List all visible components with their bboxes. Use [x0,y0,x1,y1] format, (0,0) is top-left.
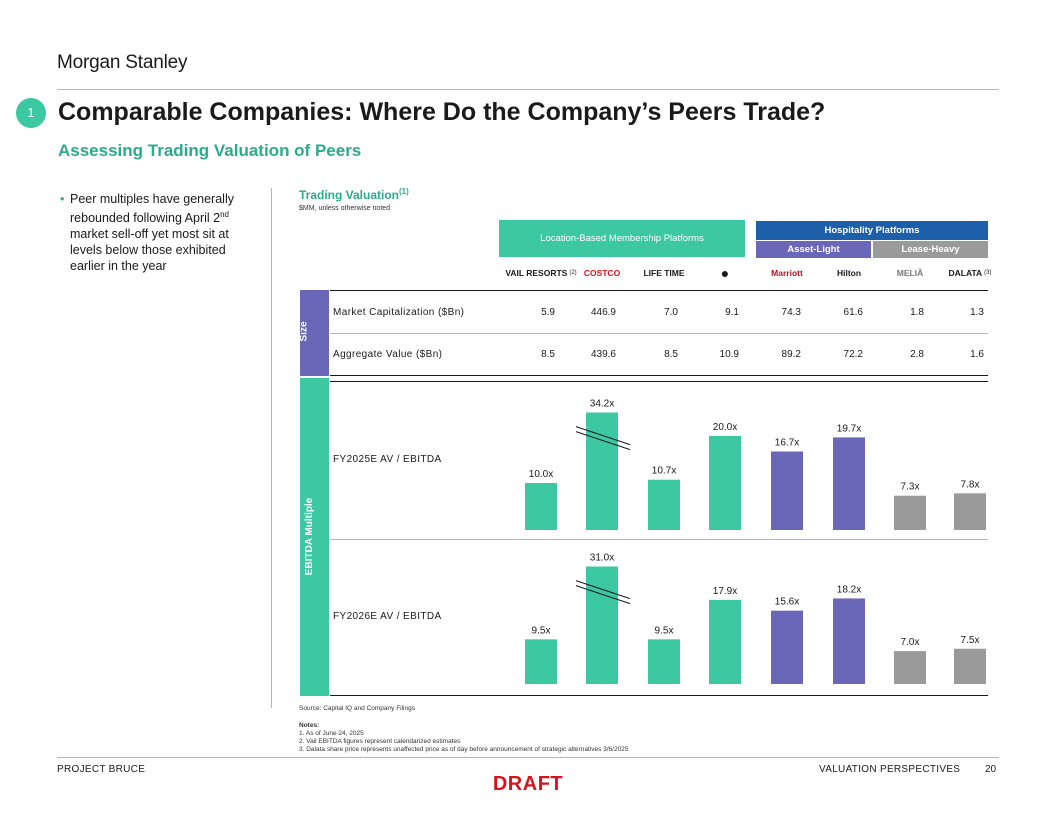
bullet-icon: • [60,192,65,206]
dalata-logo: DALATA (3) [948,268,992,278]
table-bottom-rule [330,695,988,696]
bullet-text: Peer multiples have generally rebounded … [70,192,234,274]
bar-fy2025-dalata [954,493,986,530]
note-2: 2. Vail EBITDA figures represent calenda… [299,738,461,745]
axis-break-mark-fy2025-0 [575,426,631,446]
bar-fy2026-melia [894,651,926,684]
aggregate-value-value-planet-fitness: 10.9 [719,349,739,360]
size-side-band: Size [299,290,329,376]
melia-logo: MELIÃ [896,268,924,278]
project-name: PROJECT BRUCE [57,764,146,775]
morgan-stanley-logo: Morgan Stanley [57,52,188,73]
bar-fy2025-hilton [833,437,865,530]
section-footer: VALUATION PERSPECTIVES [819,764,961,775]
bar-label-fy2026-hilton: 18.2x [837,584,861,595]
bar-label-fy2026-vail-resorts: 9.5x [532,625,551,636]
bar-fy2026-costco [586,566,618,684]
hospitality-header: Hospitality Platforms [756,221,988,240]
bar-fy2026-planet-fitness [709,599,741,684]
source-note: Source: Capital IQ and Company Filings [299,705,415,712]
bar-fy2025-planet-fitness [709,436,741,530]
size-row-divider [330,333,988,334]
ebitda-side-band: EBITDA Multiple [300,378,329,696]
bar-fy2026-life-time [648,639,680,684]
bar-fy2025-marriott [771,451,803,530]
bar-fy2026-dalata [954,648,986,684]
notes-block: Notes: 1. As of June 24, 2025 2. Vail EB… [299,722,628,754]
aggregate-value-value-melia: 2.8 [910,349,924,360]
market-cap-value-hilton: 61.6 [843,307,863,318]
bar-fy2025-life-time [648,479,680,530]
vail-resorts-logo: VAIL RESORTS (2) [505,268,577,278]
bar-label-fy2025-marriott: 16.7x [775,438,799,449]
bar-label-fy2026-costco: 31.0x [590,553,614,564]
bar-fy2025-costco [586,412,618,530]
planet-fitness-logo: ● [720,265,730,281]
units-note: $MM, unless otherwise noted [299,205,391,212]
market-cap-value-planet-fitness: 9.1 [725,307,739,318]
lease-heavy-header: Lease-Heavy [873,241,988,258]
bar-label-fy2025-costco: 34.2x [590,399,614,410]
bar-fy2025-melia [894,495,926,530]
fy2025-row-label: FY2025E AV / EBITDA [333,454,442,465]
bar-label-fy2025-planet-fitness: 20.0x [713,422,737,433]
market-cap-label: Market Capitalization ($Bn) [333,307,465,318]
aggregate-value-value-life-time: 8.5 [664,349,678,360]
bar-label-fy2025-vail-resorts: 10.0x [529,469,553,480]
bottom-divider [57,757,999,758]
bar-label-fy2026-life-time: 9.5x [655,625,674,636]
draft-watermark: DRAFT [492,773,564,795]
bar-label-fy2026-dalata: 7.5x [961,635,980,646]
bar-fy2026-hilton [833,598,865,684]
page-number: 20 [985,764,997,775]
page-title: Comparable Companies: Where Do the Compa… [58,98,826,126]
axis-break-mark-fy2026-0 [575,580,631,600]
aggregate-value-value-dalata: 1.6 [970,349,984,360]
market-cap-value-melia: 1.8 [910,307,924,318]
fy2026-row-label: FY2026E AV / EBITDA [333,611,442,622]
market-cap-value-marriott: 74.3 [781,307,801,318]
size-bottom-rule [330,375,988,376]
bar-label-fy2026-marriott: 15.6x [775,597,799,608]
ebitda-top-rule [330,381,988,382]
bar-fy2026-marriott [771,610,803,684]
market-cap-value-costco: 446.9 [590,307,616,318]
bar-fy2025-vail-resorts [525,483,557,530]
trading-valuation-title: Trading Valuation(1) [299,187,409,202]
top-divider [57,89,999,90]
axis-break-mark-fy2025-1 [575,431,631,451]
aggregate-value-label: Aggregate Value ($Bn) [333,349,443,360]
hilton-logo: Hilton [836,268,862,278]
bar-label-fy2025-dalata: 7.8x [961,479,980,490]
aggregate-value-value-costco: 439.6 [590,349,616,360]
page-subtitle: Assessing Trading Valuation of Peers [58,141,362,160]
axis-break-mark-fy2026-1 [575,585,631,605]
bar-label-fy2025-life-time: 10.7x [652,466,676,477]
aggregate-value-value-hilton: 72.2 [843,349,863,360]
aggregate-value-value-marriott: 89.2 [781,349,801,360]
costco-logo: COSTCO [583,268,621,278]
life-time-logo: LIFE TIME [643,268,685,278]
market-cap-value-life-time: 7.0 [664,307,678,318]
bar-label-fy2026-planet-fitness: 17.9x [713,586,737,597]
location-based-header: Location-Based Membership Platforms [499,220,745,257]
column-divider [271,188,272,708]
ebitda-row-divider [330,539,988,540]
asset-light-header: Asset-Light [756,241,871,258]
aggregate-value-value-vail-resorts: 8.5 [541,349,555,360]
note-3: 3. Dalata share price represents unaffec… [299,746,629,753]
market-cap-value-dalata: 1.3 [970,307,984,318]
table-top-rule [330,290,988,291]
bar-fy2026-vail-resorts [525,639,557,684]
section-badge: 1 [16,98,46,128]
bar-label-fy2026-melia: 7.0x [901,637,920,648]
bar-label-fy2025-melia: 7.3x [901,482,920,493]
bar-label-fy2025-hilton: 19.7x [837,423,861,434]
note-1: 1. As of June 24, 2025 [299,730,364,737]
notes-title: Notes: [299,722,320,729]
market-cap-value-vail-resorts: 5.9 [541,307,555,318]
marriott-logo: Marriott [771,268,803,278]
